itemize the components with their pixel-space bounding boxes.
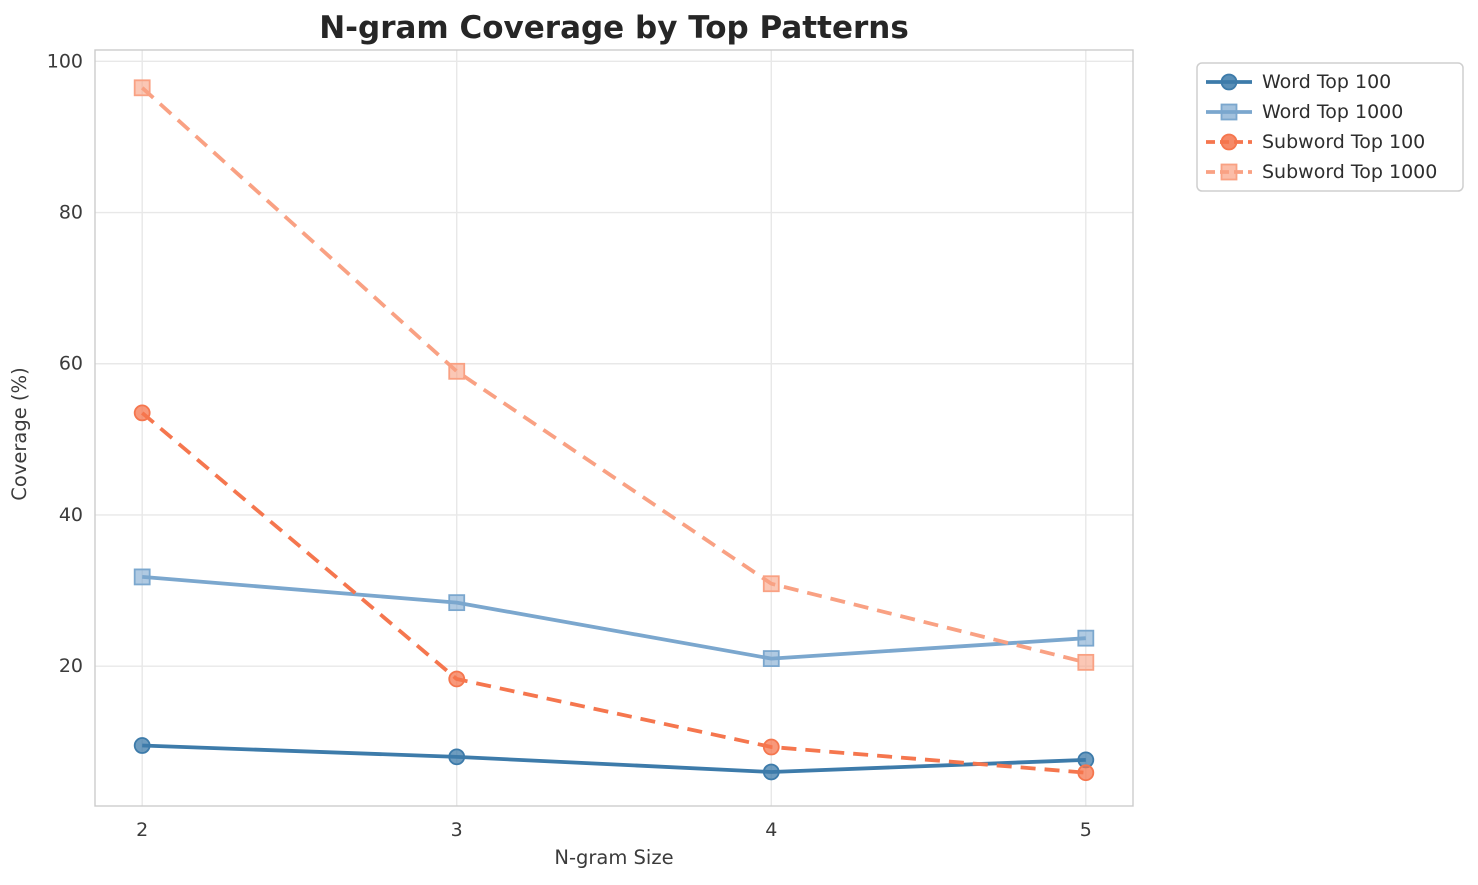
y-tick-label: 80 (59, 202, 83, 224)
legend-marker (1220, 133, 1238, 151)
legend-entry-label: Word Top 1000 (1262, 101, 1403, 123)
legend-entry-label: Subword Top 1000 (1262, 161, 1437, 183)
data-point-marker (1077, 764, 1095, 782)
legend-marker (1220, 103, 1238, 121)
series-line-subword-top-100 (140, 411, 1086, 775)
legend-marker (1220, 163, 1238, 181)
plot-spines (94, 49, 1134, 807)
plot-border (94, 49, 1134, 807)
legend-entry-label: Word Top 100 (1262, 71, 1391, 93)
legend-entry-label: Subword Top 100 (1262, 131, 1425, 153)
y-axis-label: Coverage (%) (8, 367, 31, 500)
x-tick-label: 4 (765, 819, 777, 841)
x-axis-label: N-gram Size (554, 846, 673, 869)
data-point-marker (448, 670, 466, 688)
legend: Word Top 100 Word Top 1000 Subword Top 100… (1196, 62, 1464, 192)
gridlines (95, 50, 1133, 806)
data-point-marker (762, 763, 780, 781)
series-line-subword-top-1000 (140, 86, 1087, 665)
data-point-marker (448, 748, 466, 766)
chart-title: N-gram Coverage by Top Patterns (319, 10, 909, 46)
legend-box (1196, 62, 1464, 192)
series-line-word-top-1000 (142, 575, 1086, 661)
data-point-marker (133, 404, 151, 422)
y-tick-label: 100 (47, 50, 83, 72)
data-point-marker (1077, 629, 1095, 647)
y-tick-label: 20 (59, 655, 83, 677)
data-point-marker (1077, 653, 1095, 671)
data-point-marker (133, 568, 151, 586)
axis-ticks: 20 40 60 80 100 2 3 4 5 (47, 50, 1092, 841)
y-tick-label: 40 (59, 504, 83, 526)
data-point-marker (762, 738, 780, 756)
x-tick-label: 3 (451, 819, 463, 841)
data-point-marker (133, 737, 151, 754)
x-tick-label: 2 (136, 819, 148, 841)
data-point-marker (762, 575, 780, 593)
legend-marker (1220, 73, 1238, 91)
data-point-marker (448, 594, 466, 612)
series-line-word-top-100 (142, 743, 1086, 774)
data-point-marker (133, 79, 151, 97)
y-tick-label: 60 (59, 353, 83, 375)
data-point-marker (762, 650, 780, 667)
x-tick-label: 5 (1080, 819, 1092, 841)
data-series (133, 79, 1095, 782)
data-point-marker (448, 362, 466, 380)
